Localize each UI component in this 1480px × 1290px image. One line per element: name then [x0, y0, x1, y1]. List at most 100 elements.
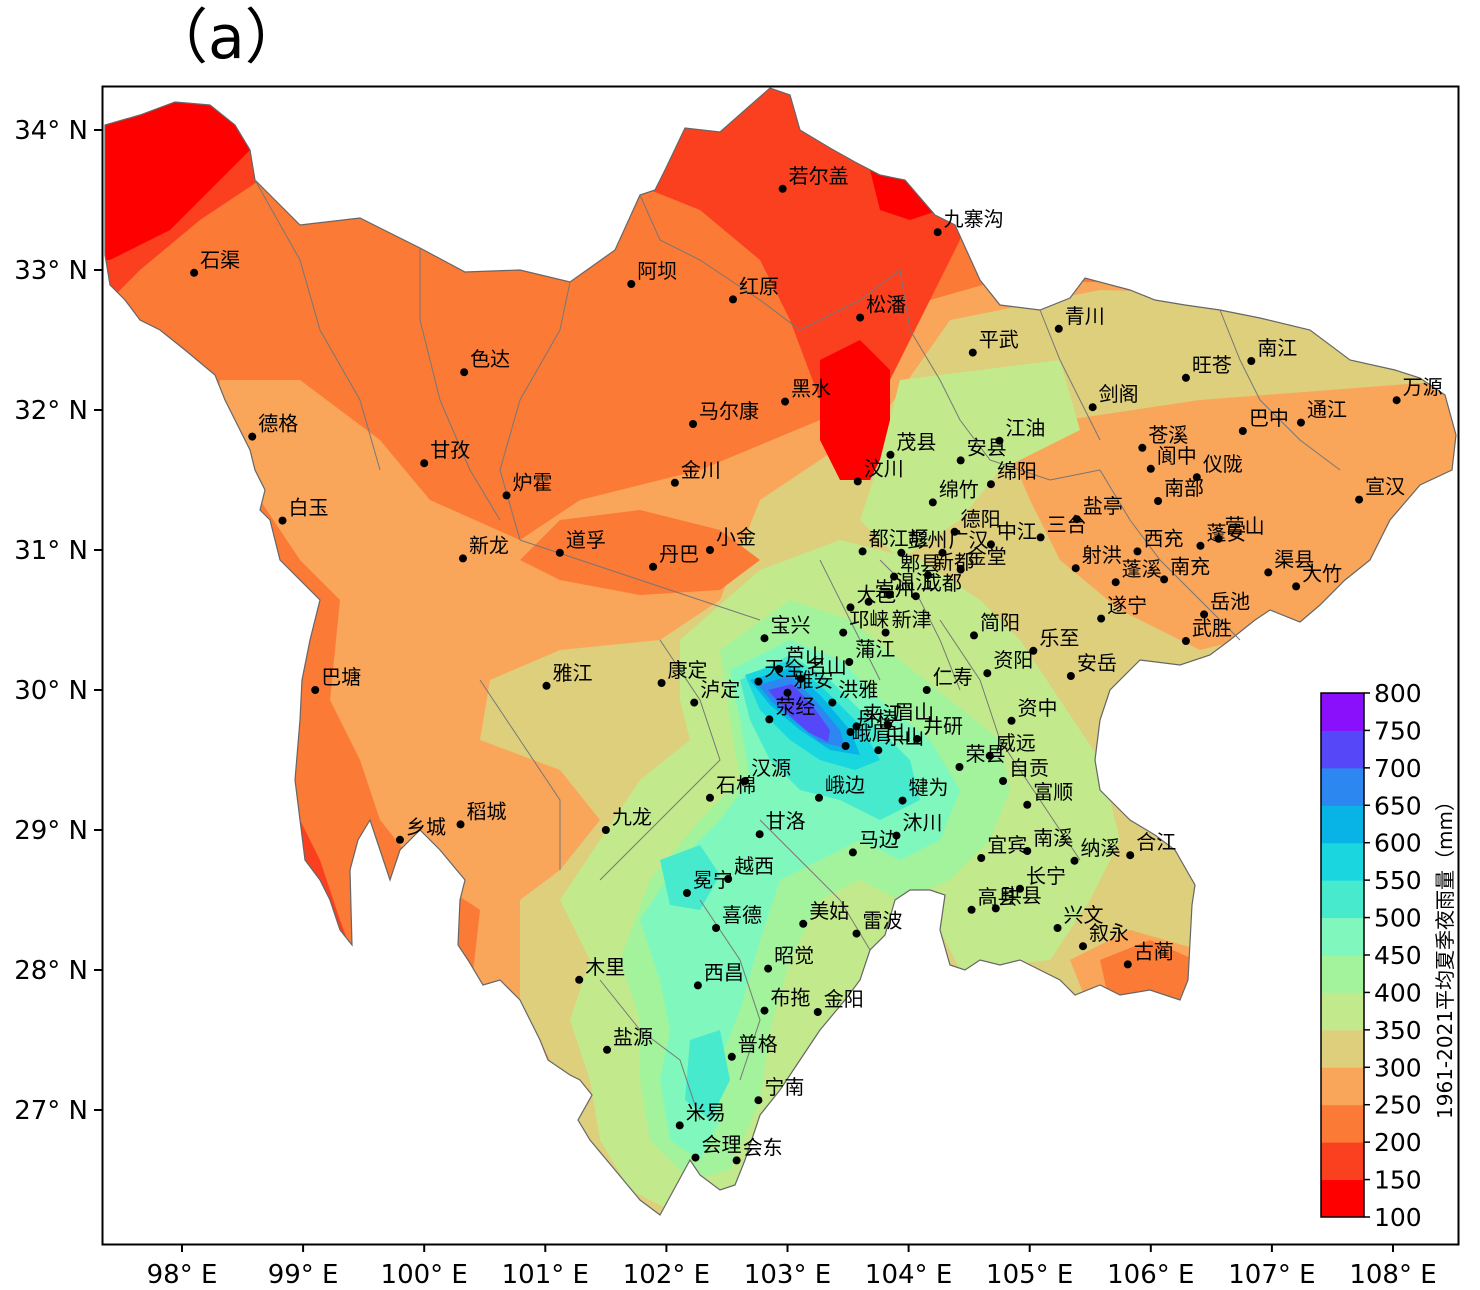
city-label: 茂县: [896, 430, 936, 454]
map-frame: [101, 85, 1460, 1246]
city-dot: [1070, 856, 1079, 865]
city-dot: [858, 547, 867, 556]
colorbar-level-label: 500: [1374, 904, 1422, 933]
county-boundary-line: [699, 899, 761, 1081]
city-dot: [1023, 847, 1032, 855]
city-label: 德阳: [961, 507, 1001, 531]
city-dot: [845, 658, 854, 666]
city-dot: [1023, 800, 1032, 809]
city-label: 兴文: [1064, 903, 1104, 927]
city-label: 巴中: [1249, 406, 1289, 430]
city-label: 美姑: [809, 899, 849, 923]
city-dot: [897, 548, 906, 557]
colorbar-level-label: 100: [1374, 1203, 1422, 1232]
city-label: 马尔康: [699, 399, 759, 423]
city-label: 仪陇: [1203, 452, 1243, 476]
city-dot: [1181, 637, 1190, 645]
city-label: 新都: [934, 550, 974, 574]
lon-tick-label: 105° E: [986, 1260, 1073, 1290]
lon-tick-label: 101° E: [502, 1260, 589, 1290]
city-label: 乐山: [884, 725, 924, 749]
city-label: 石棉: [716, 773, 756, 797]
city-dot: [190, 268, 199, 277]
city-dot: [1292, 582, 1301, 591]
city-label: 汶川: [864, 456, 904, 480]
colorbar-level-label: 300: [1374, 1053, 1422, 1082]
city-label: 宝兴: [770, 613, 810, 637]
city-dot: [890, 572, 899, 581]
city-label: 小金: [716, 525, 756, 549]
city-dot: [1138, 443, 1147, 452]
lon-tick-label: 108° E: [1349, 1260, 1436, 1290]
city-dot: [627, 280, 636, 288]
city-dot: [856, 313, 865, 322]
city-label: 崇州: [875, 577, 915, 601]
lon-tick-label: 102° E: [623, 1260, 710, 1290]
colorbar-level-label: 400: [1374, 978, 1422, 1007]
city-dot: [991, 904, 1000, 913]
city-dot: [956, 456, 965, 465]
city-dot: [278, 516, 287, 525]
colorbar-title: 1961-2021平均夏季夜雨量（mm）: [1433, 791, 1457, 1119]
city-label: 井研: [923, 714, 963, 738]
city-label: 越西: [734, 854, 774, 878]
colorbar-level-label: 700: [1374, 754, 1422, 783]
colorbar-segment: [1321, 1104, 1364, 1143]
city-label: 射洪: [1082, 543, 1122, 567]
city-dot: [999, 777, 1008, 785]
city-dot: [603, 1045, 612, 1054]
city-label: 雷波: [863, 909, 903, 933]
city-dot: [933, 228, 942, 237]
city-label: 资阳: [993, 648, 1033, 672]
rainfall-band: [685, 1030, 730, 1120]
city-label: 绵竹: [939, 477, 979, 501]
city-dot: [898, 796, 907, 805]
lon-tick-label: 107° E: [1228, 1260, 1315, 1290]
city-dot: [967, 905, 976, 914]
city-label: 渠县: [1274, 547, 1314, 571]
city-label: 苍溪: [1148, 423, 1188, 447]
city-label: 金阳: [824, 987, 864, 1011]
city-dot: [1160, 575, 1169, 584]
colorbar-level-label: 550: [1374, 866, 1422, 895]
city-label: 洪雅: [838, 678, 878, 702]
city-dot: [691, 1153, 700, 1162]
city-dot: [724, 875, 733, 883]
city-label: 会理: [701, 1133, 741, 1157]
city-label: 荣县: [965, 742, 1005, 766]
city-dot: [705, 546, 714, 554]
colorbar-level-label: 350: [1374, 1016, 1422, 1045]
city-label: 雅江: [553, 661, 593, 685]
city-dot: [754, 1096, 763, 1105]
city-dot: [923, 571, 932, 580]
city-dot: [839, 628, 848, 637]
city-label: 南部: [1164, 476, 1204, 500]
city-dot: [675, 1121, 684, 1130]
city-dot: [1072, 515, 1081, 524]
city-label: 营山: [1225, 514, 1265, 538]
city-dot: [864, 597, 873, 606]
city-dot: [1111, 578, 1120, 587]
city-dot: [956, 565, 965, 574]
city-label: 叙永: [1089, 921, 1129, 945]
city-dot: [1196, 541, 1205, 550]
city-label: 泸定: [700, 678, 740, 702]
city-label: 金川: [681, 458, 721, 482]
city-dot: [995, 436, 1004, 445]
city-dot: [1247, 357, 1256, 365]
city-dot: [913, 735, 922, 743]
city-dot: [799, 919, 808, 928]
city-dot: [986, 540, 995, 549]
city-dot: [1053, 924, 1062, 932]
county-boundary-line: [254, 179, 381, 471]
colorbar-level-label: 450: [1374, 941, 1422, 970]
city-label: 九寨沟: [944, 207, 1004, 231]
city-dot: [727, 1052, 736, 1061]
colorbar-segment: [1321, 955, 1364, 993]
rainfall-band: [860, 360, 1080, 560]
city-label: 万源: [1403, 375, 1443, 399]
city-label: 江油: [1005, 416, 1045, 440]
city-dot: [1126, 851, 1135, 860]
county-boundary-line: [819, 559, 881, 681]
